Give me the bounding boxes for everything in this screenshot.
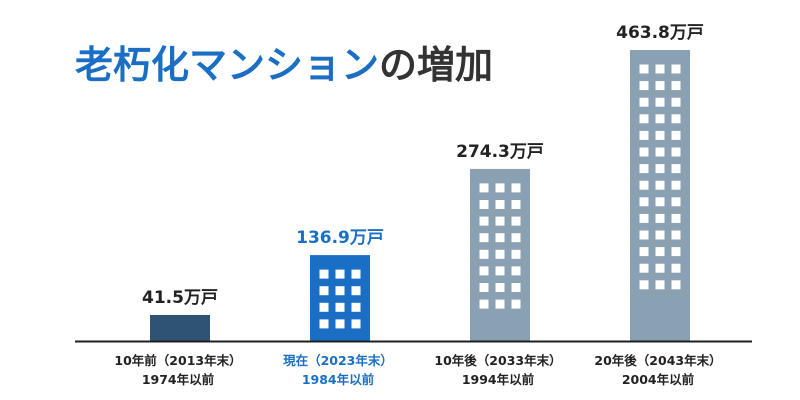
bar-3-window bbox=[671, 230, 681, 240]
bar-2-window bbox=[479, 282, 489, 292]
bar-2-window bbox=[511, 233, 521, 243]
bar-3-window bbox=[655, 130, 665, 140]
bar-2-window bbox=[479, 183, 489, 193]
labels-group: 41.5万戸 10年前（2013年末） 1974年以前 136.9万戸現在（2023年… bbox=[114, 23, 721, 387]
bar-2-window bbox=[511, 216, 521, 226]
bar-3-window bbox=[639, 263, 649, 273]
bar-3-window bbox=[671, 180, 681, 190]
bar-3-window bbox=[655, 230, 665, 240]
bar-3-window bbox=[671, 213, 681, 223]
bar-2-window bbox=[495, 216, 505, 226]
bar-2-window bbox=[495, 233, 505, 243]
bar-3-window bbox=[655, 213, 665, 223]
bar-2-window bbox=[495, 183, 505, 193]
bar-3-window bbox=[639, 130, 649, 140]
bar-3-window bbox=[671, 114, 681, 124]
bar-1-window bbox=[351, 319, 361, 329]
category-label-0-line1: 10年前（2013年末） bbox=[114, 353, 241, 368]
bar-2-window bbox=[511, 282, 521, 292]
bar-3-window bbox=[639, 147, 649, 157]
bar-3-window bbox=[655, 247, 665, 257]
category-label-1-line2: 1984年以前 bbox=[302, 372, 375, 387]
bar-3-window bbox=[655, 81, 665, 91]
bar-3-window bbox=[639, 114, 649, 124]
bar-3-window bbox=[639, 213, 649, 223]
bar-3 bbox=[630, 50, 690, 341]
bar-2-window bbox=[479, 266, 489, 276]
chart-title-rest: の増加 bbox=[379, 43, 493, 87]
bar-3-window bbox=[671, 147, 681, 157]
chart-title: 老朽化マンションの増加 bbox=[75, 43, 493, 87]
bar-3-window bbox=[671, 81, 681, 91]
bar-2-window bbox=[495, 282, 505, 292]
category-label-3-line1: 20年後（2043年末） bbox=[594, 353, 721, 368]
bar-3-window bbox=[639, 81, 649, 91]
bar-3-window bbox=[671, 97, 681, 107]
bar-2-window bbox=[479, 216, 489, 226]
category-label-0-line2: 1974年以前 bbox=[142, 372, 215, 387]
bars-group bbox=[150, 50, 690, 341]
bar-3-window bbox=[639, 197, 649, 207]
value-label-0: 41.5万戸 bbox=[142, 288, 218, 308]
bar-3-window bbox=[655, 147, 665, 157]
bar-2-window bbox=[511, 299, 521, 309]
bar-3-window bbox=[671, 197, 681, 207]
bar-2-window bbox=[511, 249, 521, 259]
value-label-3: 463.8万戸 bbox=[616, 23, 704, 43]
bar-1-window bbox=[319, 302, 329, 312]
bar-3-window bbox=[655, 97, 665, 107]
bar-3-window bbox=[655, 197, 665, 207]
bar-3-window bbox=[671, 247, 681, 257]
bar-3-window bbox=[655, 164, 665, 174]
bar-2-window bbox=[495, 199, 505, 209]
bar-3-window bbox=[655, 114, 665, 124]
bar-3-window bbox=[639, 247, 649, 257]
bar-3-window bbox=[671, 164, 681, 174]
bar-1-window bbox=[319, 269, 329, 279]
category-label-1-line1: 現在（2023年末） bbox=[283, 353, 393, 368]
bar-3-window bbox=[639, 280, 649, 290]
bar-1-window bbox=[319, 286, 329, 296]
category-label-2-line1: 10年後（2033年末） bbox=[434, 353, 561, 368]
category-label-3-line2: 2004年以前 bbox=[622, 372, 695, 387]
bar-1-window bbox=[335, 319, 345, 329]
bar-1-window bbox=[319, 319, 329, 329]
bar-2-window bbox=[495, 299, 505, 309]
bar-1-window bbox=[351, 269, 361, 279]
bar-1-window bbox=[335, 286, 345, 296]
bar-2-window bbox=[479, 199, 489, 209]
bar-2-window bbox=[479, 299, 489, 309]
bar-1-window bbox=[335, 269, 345, 279]
chart-title-highlight: 老朽化マンション bbox=[75, 43, 379, 87]
bar-3-window bbox=[671, 64, 681, 74]
bar-1-window bbox=[351, 286, 361, 296]
value-label-1: 136.9万戸 bbox=[296, 228, 384, 248]
bar-2-window bbox=[495, 249, 505, 259]
bar-3-window bbox=[655, 64, 665, 74]
value-label-2: 274.3万戸 bbox=[456, 142, 544, 162]
bar-1-window bbox=[351, 302, 361, 312]
bar-3-window bbox=[639, 64, 649, 74]
bar-2-window bbox=[511, 266, 521, 276]
bar-3-window bbox=[655, 263, 665, 273]
bar-2-window bbox=[479, 249, 489, 259]
bar-0 bbox=[150, 314, 210, 341]
bar-2-window bbox=[479, 233, 489, 243]
bar-3-window bbox=[639, 97, 649, 107]
bar-2-window bbox=[511, 183, 521, 193]
bar-2-window bbox=[511, 199, 521, 209]
bar-3-window bbox=[655, 280, 665, 290]
bar-3-window bbox=[655, 180, 665, 190]
bar-3-window bbox=[671, 263, 681, 273]
bar-3-window bbox=[671, 280, 681, 290]
bar-3-window bbox=[639, 230, 649, 240]
bar-1-window bbox=[335, 302, 345, 312]
bar-3-window bbox=[671, 130, 681, 140]
category-label-2-line2: 1994年以前 bbox=[462, 372, 535, 387]
bar-3-window bbox=[639, 180, 649, 190]
bar-2-window bbox=[495, 266, 505, 276]
bar-3-window bbox=[639, 164, 649, 174]
